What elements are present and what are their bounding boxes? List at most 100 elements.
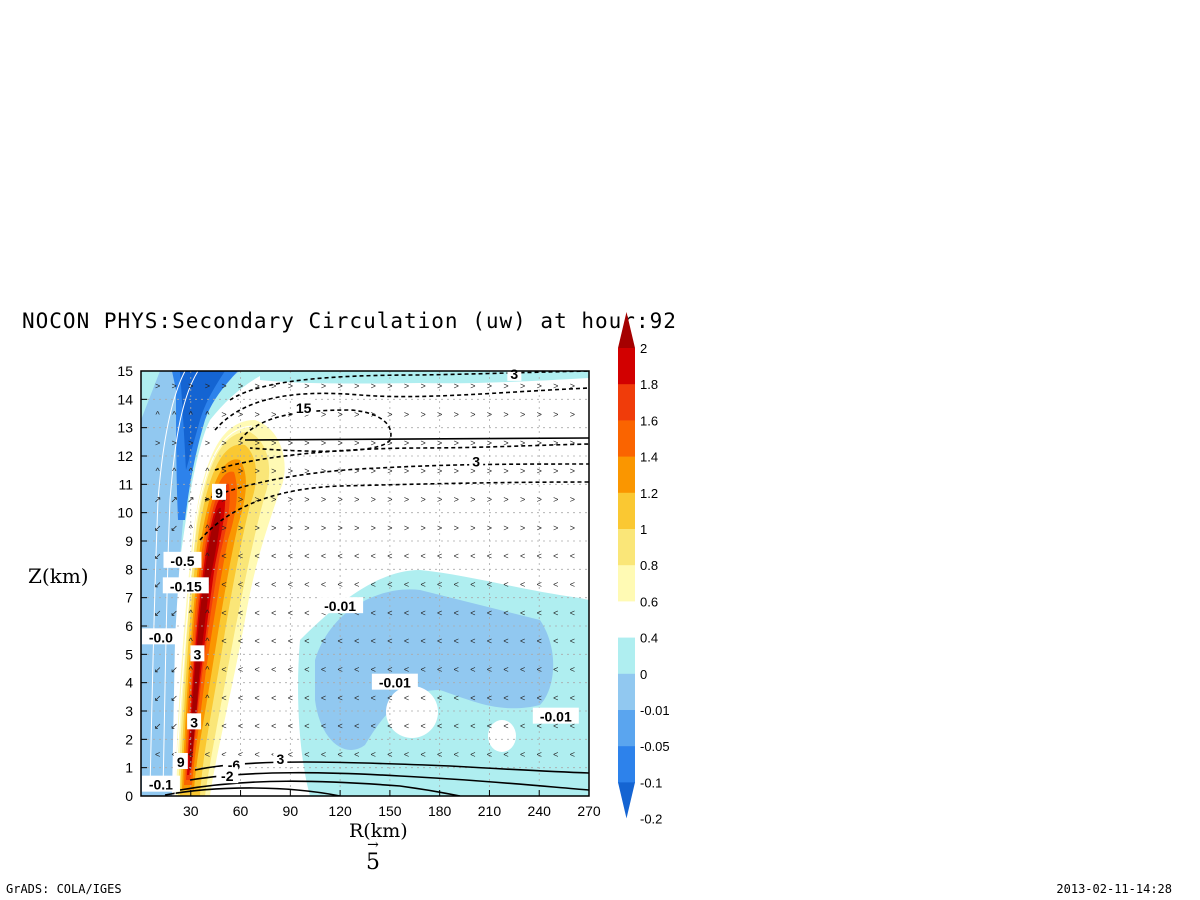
wind-vector-arrow-icon: > xyxy=(387,381,392,391)
wind-vector-arrow-icon: < xyxy=(321,636,326,646)
wind-vector-arrow-icon: < xyxy=(553,608,558,618)
wind-vector-arrow-icon: > xyxy=(570,466,575,476)
wind-vector-arrow-icon: < xyxy=(537,665,542,675)
wind-vector-arrow-icon: < xyxy=(304,721,309,731)
wind-vector-arrow-icon: < xyxy=(537,636,542,646)
wind-vector-arrow-icon: > xyxy=(321,438,326,448)
contour-white-2 xyxy=(149,371,186,791)
wind-vector-arrow-icon: > xyxy=(221,438,226,448)
wind-vector-arrow-icon: < xyxy=(221,750,226,760)
shade-top-band xyxy=(260,371,589,384)
wind-vector-arrow-icon: > xyxy=(255,410,260,420)
y-tick-label: 11 xyxy=(118,476,133,492)
wind-vector-arrow-icon: > xyxy=(537,410,542,420)
wind-vector-arrow-icon: < xyxy=(553,721,558,731)
colorbar-level-label: 0 xyxy=(640,667,647,682)
wind-vector-arrow-icon: < xyxy=(238,551,243,561)
wind-vector-arrow-icon: > xyxy=(288,410,293,420)
contour-label-bg xyxy=(162,577,209,594)
wind-vector-arrow-icon: < xyxy=(570,580,575,590)
contour-label: -0.0 xyxy=(149,629,173,645)
wind-vector-arrow-icon: > xyxy=(454,523,459,533)
wind-vector-arrow-icon: > xyxy=(520,523,525,533)
wind-vector-arrow-icon: > xyxy=(238,410,243,420)
wind-vector-arrow-icon: < xyxy=(337,693,342,703)
chart-title: NOCON PHYS:Secondary Circulation (uw) at… xyxy=(22,309,677,333)
wind-vector-arrow-icon: > xyxy=(404,381,409,391)
wind-vector-arrow-icon: > xyxy=(503,381,508,391)
wind-vector-arrow-icon: < xyxy=(288,580,293,590)
wind-vector-arrow-icon: > xyxy=(337,410,342,420)
colorbar-swatch xyxy=(618,456,635,494)
wind-vector-arrow-icon: > xyxy=(420,523,425,533)
wind-vector-arrow-icon: > xyxy=(454,495,459,505)
wind-vector-arrow-icon: ^ xyxy=(205,523,210,533)
colorbar-level-label: 1.2 xyxy=(640,486,658,501)
wind-vector-arrow-icon: > xyxy=(238,523,243,533)
wind-vector-arrow-icon: < xyxy=(288,608,293,618)
contour-lines xyxy=(149,371,589,796)
wind-vector-arrow-icon: > xyxy=(221,466,226,476)
wind-vector-arrow-icon: < xyxy=(238,580,243,590)
contour-label-bg xyxy=(163,551,202,568)
wind-vector-arrow-icon: > xyxy=(470,523,475,533)
wind-vector-arrow-icon: > xyxy=(570,410,575,420)
wind-vector-arrow-icon: < xyxy=(553,580,558,590)
wind-vector-arrow-icon: > xyxy=(271,410,276,420)
x-tick-label: 210 xyxy=(478,803,502,819)
wind-vector-arrow-icon: > xyxy=(288,381,293,391)
wind-vector-arrow-icon: < xyxy=(503,580,508,590)
wind-vector-arrow-icon: > xyxy=(387,438,392,448)
wind-vector-arrow-icon: < xyxy=(255,636,260,646)
colorbar-level-label: 0.8 xyxy=(640,558,658,573)
wind-vector-arrow-icon: > xyxy=(221,523,226,533)
wind-vector-arrow-icon: < xyxy=(470,580,475,590)
wind-vector-arrow-icon: > xyxy=(470,466,475,476)
wind-vector-arrow-icon: < xyxy=(437,721,442,731)
wind-vector-arrow-icon: < xyxy=(288,721,293,731)
colorbar-swatch xyxy=(618,746,635,783)
wind-vector-arrow-icon: < xyxy=(437,636,442,646)
contour-label-bg xyxy=(141,775,180,792)
wind-vector-arrow-icon: ↗ xyxy=(154,495,162,505)
wind-vector-arrow-icon: < xyxy=(288,665,293,675)
wind-vector-arrow-icon: < xyxy=(288,551,293,561)
wind-vector-arrow-icon: > xyxy=(238,466,243,476)
vector-reference-value: 5 xyxy=(366,850,380,875)
wind-vector-arrow-icon: < xyxy=(553,551,558,561)
wind-vector-arrow-icon: > xyxy=(537,438,542,448)
footer-timestamp: 2013-02-11-14:28 xyxy=(1056,882,1172,896)
wind-vector-arrow-icon: ^ xyxy=(172,410,177,420)
wind-vector-arrow-icon: < xyxy=(304,608,309,618)
x-tick-label: 150 xyxy=(378,803,402,819)
wind-vector-arrow-icon: > xyxy=(271,523,276,533)
wind-vector-arrow-icon: < xyxy=(454,750,459,760)
wind-vector-arrow-icon: ↙ xyxy=(154,580,162,590)
wind-vector-arrow-icon: < xyxy=(188,750,193,760)
contour-dashed-top-1 xyxy=(229,371,589,401)
wind-vector-arrow-icon: ↙ xyxy=(154,523,162,533)
wind-vector-arrow-icon: ^ xyxy=(205,636,210,646)
x-tick-label: 240 xyxy=(528,803,552,819)
colorbar-swatch xyxy=(618,420,635,458)
wind-vector-arrow-icon: > xyxy=(288,495,293,505)
wind-vector-arrow-icon: > xyxy=(205,438,210,448)
wind-vector-arrow-icon: > xyxy=(188,438,193,448)
wind-vector-arrow-icon: > xyxy=(354,466,359,476)
colorbar-level-label: 1 xyxy=(640,522,647,537)
wind-vector-arrow-icon: < xyxy=(520,665,525,675)
colorbar-level-label: -0.05 xyxy=(640,739,670,754)
y-tick-label: 5 xyxy=(125,646,133,662)
wind-vector-arrow-icon: > xyxy=(570,438,575,448)
wind-vector-arrow-icon: < xyxy=(470,608,475,618)
contour-label-bg xyxy=(273,750,288,767)
wind-vector-arrow-icon: ^ xyxy=(205,693,210,703)
wind-vector-arrow-icon: > xyxy=(437,438,442,448)
wind-vector-arrow-icon: < xyxy=(454,580,459,590)
contour-label-bg xyxy=(292,398,315,415)
contour-label-bg xyxy=(187,713,202,730)
wind-vector-arrow-icon: > xyxy=(354,495,359,505)
wind-vector-arrow-icon: > xyxy=(271,438,276,448)
y-tick-label: 8 xyxy=(125,561,133,577)
